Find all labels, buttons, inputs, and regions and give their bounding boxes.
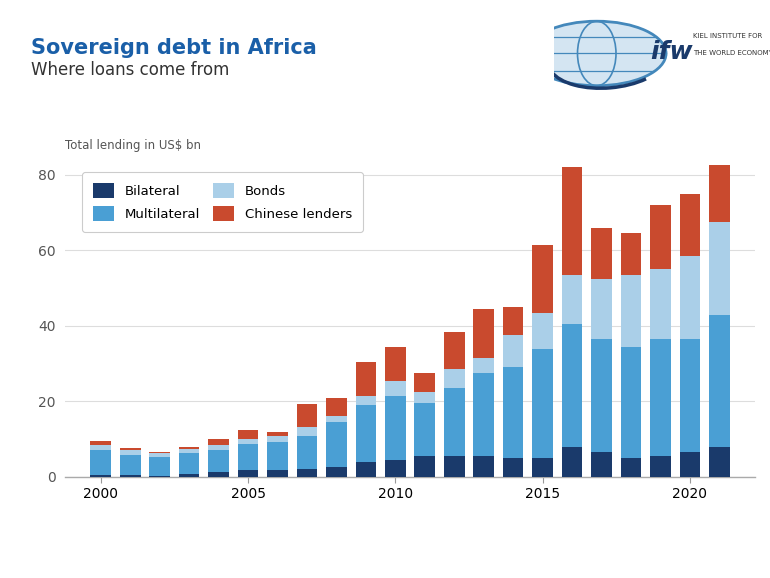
Bar [679,194,700,256]
Text: Where loans come from: Where loans come from [31,61,229,79]
Bar [444,369,464,388]
Bar [356,405,377,462]
Bar [356,462,377,477]
Text: Sovereign debt in Africa: Sovereign debt in Africa [31,38,316,58]
Bar [179,447,199,449]
Bar [679,453,700,477]
Bar [149,476,170,477]
Bar [238,439,259,444]
Bar [650,205,671,269]
Bar [621,458,641,477]
Bar [326,398,346,417]
Bar [444,332,464,369]
Bar [209,472,229,477]
Bar [503,335,524,368]
Bar [296,469,317,477]
Bar [709,447,729,477]
Bar [385,380,406,396]
Bar [650,339,671,456]
Bar [414,392,435,403]
Bar [238,470,259,477]
Bar [120,454,141,475]
Bar [238,429,259,439]
Bar [326,417,346,422]
Bar [650,456,671,477]
Bar [91,475,111,477]
Bar [591,228,611,279]
Bar [91,445,111,450]
Bar [296,436,317,469]
Bar [149,451,170,453]
Bar [414,456,435,477]
Text: Mihalyi, Trebesch: „Who Lends to Africa and How? Introducing the Africa Debt Dat: Mihalyi, Trebesch: „Who Lends to Africa … [55,543,655,553]
Bar [591,279,611,339]
Bar [444,388,464,456]
Bar [91,450,111,475]
Text: Source:: Source: [9,543,54,553]
Text: ifw-kiel.de/africadebt: ifw-kiel.de/africadebt [611,542,761,554]
Bar [179,449,199,453]
Bar [209,439,229,445]
Bar [532,349,553,458]
Text: KIEL INSTITUTE FOR: KIEL INSTITUTE FOR [693,32,762,39]
Bar [356,396,377,405]
Bar [326,422,346,468]
Bar [296,427,317,436]
Bar [385,396,406,460]
Bar [503,307,524,335]
Bar [709,314,729,447]
Bar [621,234,641,275]
Bar [414,373,435,392]
Bar [385,347,406,380]
Bar [267,436,288,442]
Bar [561,275,582,324]
Bar [209,450,229,472]
Bar [591,339,611,453]
Legend: Bilateral, Multilateral, Bonds, Chinese lenders: Bilateral, Multilateral, Bonds, Chinese … [82,172,363,232]
Bar [709,165,729,222]
Text: Total lending in US$ bn: Total lending in US$ bn [65,139,202,152]
Bar [474,358,494,373]
Bar [709,222,729,314]
Bar [474,456,494,477]
Bar [503,368,524,458]
Bar [149,453,170,457]
Bar [120,448,141,450]
Bar [149,457,170,476]
Bar [120,475,141,477]
Bar [179,474,199,477]
Circle shape [527,21,666,86]
Bar [238,444,259,470]
Bar [267,470,288,477]
Bar [91,441,111,445]
Bar [179,453,199,474]
Bar [532,313,553,349]
Bar [267,442,288,470]
Text: THE WORLD ECONOMY: THE WORLD ECONOMY [693,50,770,57]
Bar [209,445,229,450]
Bar [474,373,494,456]
Bar [120,450,141,454]
Text: ifw: ifw [651,40,693,64]
Bar [561,324,582,447]
Bar [503,458,524,477]
Bar [385,460,406,477]
Bar [532,244,553,313]
Bar [444,456,464,477]
Bar [474,309,494,358]
Bar [296,405,317,427]
Bar [591,453,611,477]
Bar [679,339,700,453]
Bar [267,432,288,436]
Bar [621,347,641,458]
Bar [561,447,582,477]
Bar [650,269,671,339]
Bar [326,468,346,477]
Bar [356,362,377,396]
Bar [414,403,435,456]
Bar [532,458,553,477]
Bar [561,168,582,275]
Bar [621,275,641,347]
Bar [679,256,700,339]
